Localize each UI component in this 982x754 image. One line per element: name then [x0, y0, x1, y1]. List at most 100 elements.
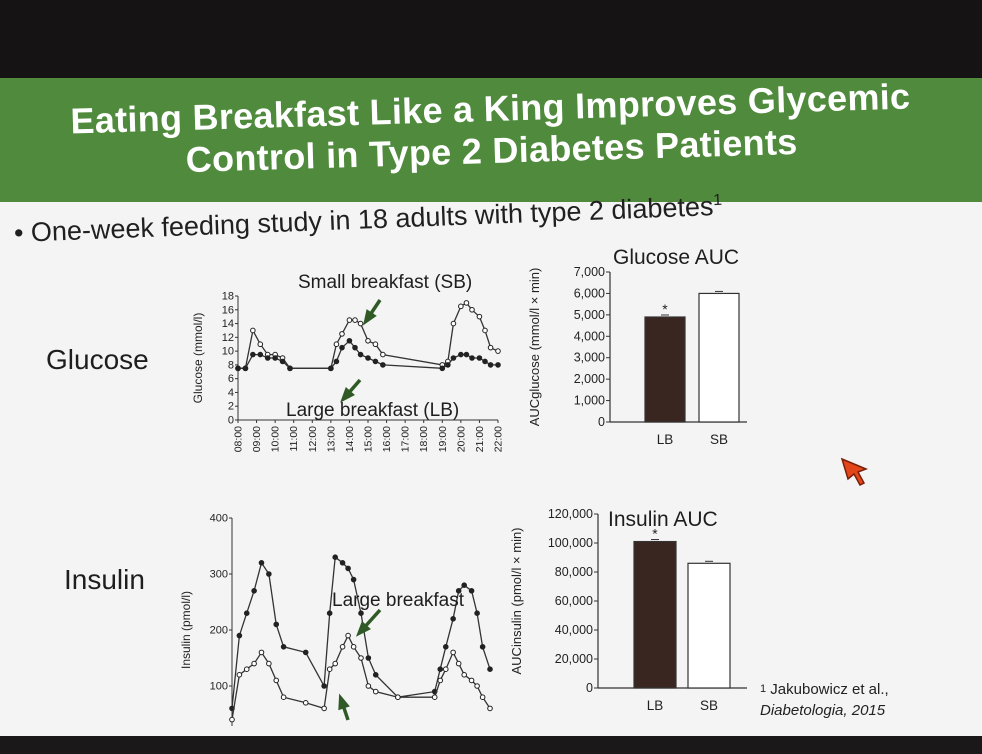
insulin-auc-y-tick-label: 0: [586, 681, 593, 695]
glucose-time-course-x-tick-label: 09:00: [251, 426, 263, 452]
glucose-time-course-y-tick-label: 8: [228, 359, 234, 371]
glucose-time-course-x-tick-label: 21:00: [474, 426, 486, 452]
insulin-time-course-point-lb: [487, 666, 493, 672]
insulin-auc-y-tick-label: 120,000: [548, 507, 593, 521]
glucose-time-course-y-label: Glucose (mmol/l): [191, 313, 205, 404]
glucose-time-course-point-sb: [463, 300, 470, 306]
insulin-time-course-point-lb: [455, 588, 462, 594]
insulin-time-course-point-sb: [474, 683, 480, 689]
glucose-time-course-point-sb: [487, 344, 494, 351]
insulin-time-course-point-lb: [321, 683, 327, 689]
insulin-auc-y-tick-label: 20,000: [555, 652, 593, 666]
glucose-time-course-x-tick-label: 22:00: [493, 426, 505, 452]
footnote: 1 Jakubowicz et al., Diabetologia, 2015: [760, 679, 889, 721]
insulin-time-course-point-sb: [442, 666, 449, 672]
insulin-time-course-point-sb: [321, 705, 327, 712]
insulin-time-course-point-lb: [437, 666, 444, 672]
screen-bottom-edge: [0, 736, 982, 754]
insulin-time-course-point-lb: [350, 576, 357, 583]
insulin-time-course-point-sb: [266, 660, 272, 667]
glucose-time-course-point-sb: [339, 331, 345, 337]
footnote-ref: 1: [760, 683, 767, 695]
glucose-time-course-point-sb: [469, 306, 475, 313]
glucose-time-course-point-sb: [495, 348, 501, 354]
insulin-time-course-point-lb: [358, 610, 364, 616]
glucose-time-course-point-sb: [365, 337, 371, 344]
insulin-time-course-point-sb: [339, 644, 346, 650]
insulin-auc-bar-lb: [633, 540, 677, 689]
insulin-time-course-point-lb: [266, 571, 272, 577]
glucose-time-course-x-tick-label: 16:00: [381, 426, 393, 452]
glucose-time-course-y-tick-label: 16: [222, 304, 234, 316]
glucose-time-course-x-tick-label: 10:00: [270, 426, 282, 452]
glucose-auc-y-tick-label: 1,000: [574, 394, 605, 408]
glucose-time-course-point-lb: [380, 362, 386, 368]
title-banner: Eating Breakfast Like a King Improves Gl…: [0, 78, 982, 202]
insulin-time-course-y-tick-label: 200: [210, 625, 228, 637]
insulin-auc-bar-sb: [687, 562, 731, 689]
glucose-time-course-point-lb: [357, 351, 364, 358]
glucose-time-course-x-tick-label: 17:00: [400, 426, 412, 452]
glucose-auc-category-label-sb: SB: [710, 432, 728, 447]
insulin-time-course-y-label: Insulin (pmol/l): [180, 591, 193, 669]
glucose-auc-y-tick-label: 4,000: [574, 329, 605, 343]
glucose-auc-y-tick-label: 7,000: [574, 265, 605, 279]
glucose-auc-y-tick-label: 3,000: [574, 351, 605, 365]
glucose-time-course-x-tick-label: 18:00: [418, 426, 430, 452]
insulin-time-course-point-lb: [461, 582, 468, 588]
insulin-line-chart: 0100200300400Insulin (pmol/l)08:0009:001…: [180, 513, 493, 726]
insulin-time-course-point-sb: [487, 705, 493, 712]
glucose-time-course-point-lb: [242, 365, 249, 372]
glucose-time-course-x-tick-label: 15:00: [363, 426, 375, 452]
glucose-time-course-point-lb: [476, 355, 483, 361]
glucose-time-course-point-lb: [458, 351, 464, 358]
glucose-time-course-arrow-head-1: [340, 387, 355, 403]
glucose-time-course-y-tick-label: 12: [222, 332, 234, 344]
insulin-auc-category-label-sb: SB: [700, 698, 718, 713]
glucose-time-course-point-sb: [352, 317, 358, 323]
insulin-auc-y-tick-label: 80,000: [555, 565, 593, 579]
glucose-time-course-point-lb: [272, 355, 278, 361]
insulin-time-course-point-sb: [479, 694, 486, 700]
insulin-time-course-point-lb: [479, 644, 486, 650]
insulin-time-course-point-sb: [395, 694, 401, 700]
bullet-dot: •: [13, 217, 25, 248]
glucose-time-course-y-tick-label: 6: [228, 373, 234, 385]
glucose-time-course-x-tick-label: 14:00: [344, 426, 356, 452]
glucose-auc-y-tick-label: 5,000: [574, 308, 605, 322]
insulin-time-course-point-sb: [431, 694, 438, 700]
glucose-time-course-y-tick-label: 14: [222, 318, 234, 330]
glucose-time-course-point-lb: [257, 351, 264, 358]
slide-title: Eating Breakfast Like a King Improves Gl…: [0, 78, 982, 187]
insulin-time-course-point-lb: [243, 610, 250, 616]
insulin-time-course-point-lb: [302, 649, 309, 656]
insulin-time-course-y-tick-label: 400: [210, 513, 228, 525]
insulin-time-course-arrow-head-1: [338, 693, 350, 711]
insulin-time-course-point-sb: [455, 660, 462, 667]
insulin-time-course-point-sb: [350, 644, 357, 650]
glucose-auc-y-label: AUCglucose (mmol/l × min): [527, 268, 542, 427]
glucose-time-course-point-lb: [495, 362, 501, 368]
glucose-auc-chart: 0 1,000 2,000 3,000 4,000 5,000 6,000 7,000 AUCg…: [527, 246, 747, 447]
glucose-time-course-point-lb: [339, 344, 345, 351]
insulin-time-course-point-lb: [280, 644, 287, 650]
glucose-time-course-annotation-1: Large breakfast (LB): [286, 400, 459, 421]
insulin-time-course-point-lb: [450, 616, 456, 622]
glucose-time-course-point-sb: [372, 341, 379, 348]
insulin-time-course-point-sb: [243, 666, 250, 672]
insulin-time-course-point-sb: [468, 677, 475, 684]
glucose-auc-significance-marker: *: [662, 301, 668, 317]
insulin-time-course-point-sb: [365, 683, 372, 689]
glucose-time-course-point-sb: [482, 327, 488, 334]
glucose-time-course-point-lb: [487, 362, 494, 368]
insulin-time-course-y-tick-label: 100: [210, 681, 228, 693]
glucose-time-course-point-sb: [458, 303, 464, 310]
insulin-auc-y-tick-label: 40,000: [555, 623, 593, 637]
insulin-time-course-series-sb: [231, 634, 491, 720]
insulin-time-course-point-lb: [345, 565, 351, 572]
insulin-time-course-point-lb: [236, 632, 243, 639]
insulin-time-course-point-sb: [450, 649, 456, 656]
insulin-time-course-point-sb: [229, 716, 235, 723]
glucose-auc-y-tick-label: 2,000: [574, 372, 605, 386]
